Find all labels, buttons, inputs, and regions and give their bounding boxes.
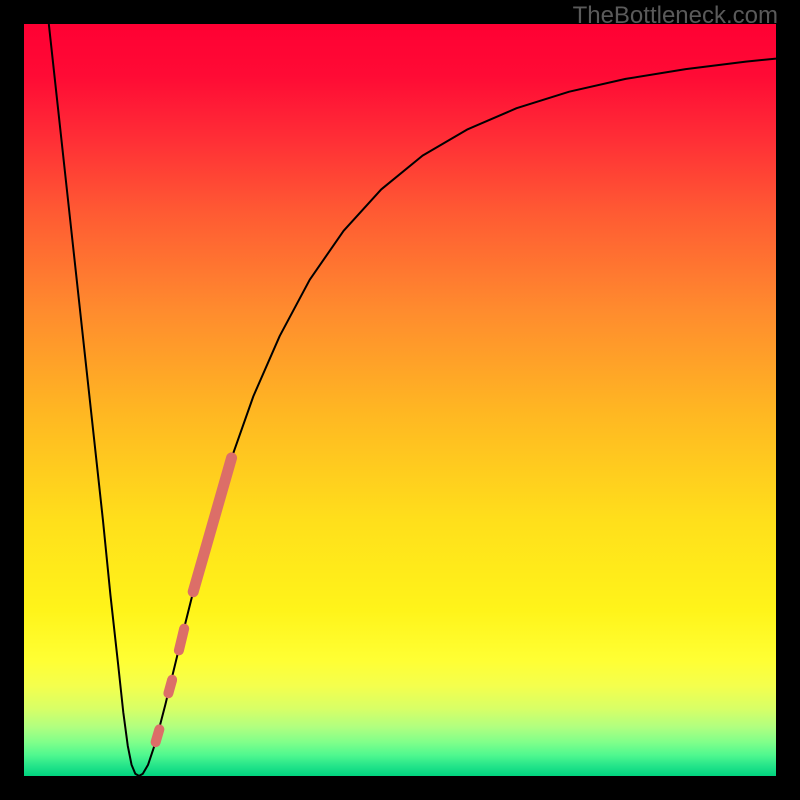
curve-line [49,24,776,776]
watermark-text: TheBottleneck.com [573,2,778,30]
figure-root: TheBottleneck.com [0,0,800,800]
plot-area [24,24,776,776]
bottleneck-curve [24,24,776,776]
